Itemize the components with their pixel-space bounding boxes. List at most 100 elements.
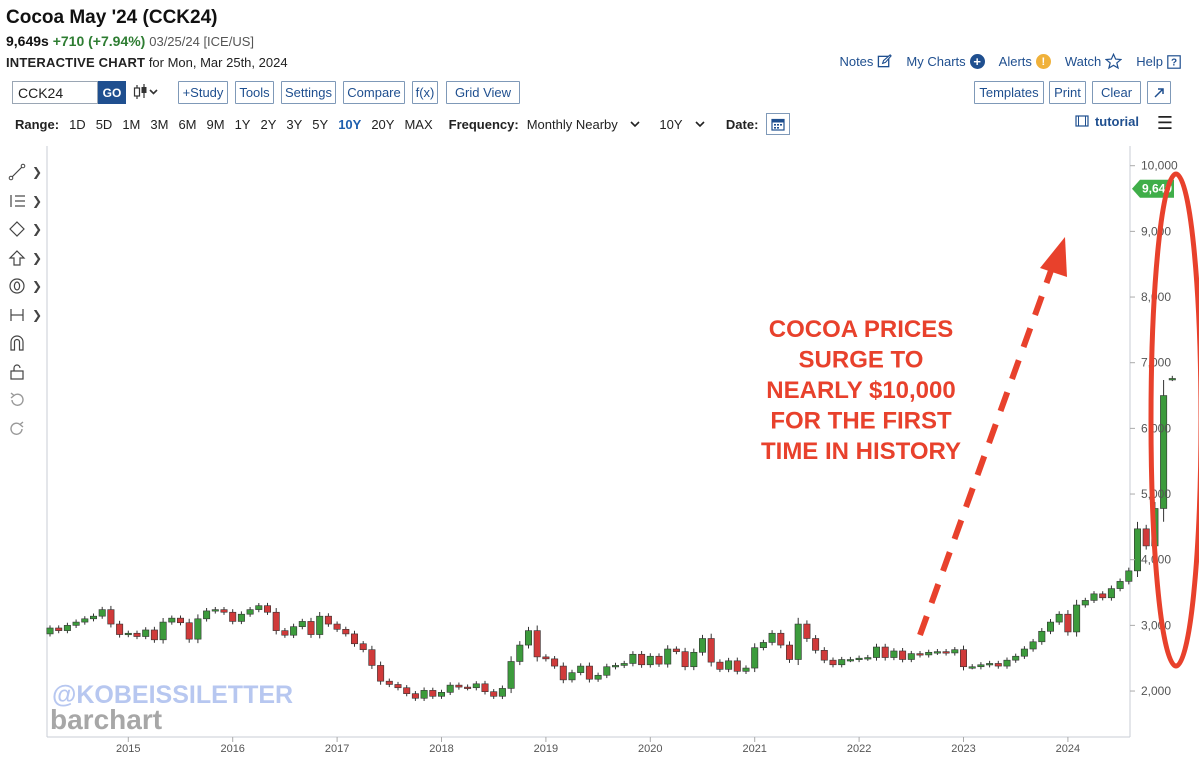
redo-tool[interactable] [8, 415, 44, 444]
candle [577, 663, 585, 676]
candle [664, 645, 672, 668]
range-option-10y[interactable]: 10Y [338, 116, 362, 132]
candle [385, 678, 393, 688]
tutorial-link[interactable]: tutorial [1075, 114, 1139, 129]
candle-body [551, 658, 559, 667]
plus-circle-icon: + [969, 54, 985, 69]
top-links: Notes My Charts + Alerts ! Watch Help ? [839, 53, 1181, 70]
range-option-1d[interactable]: 1D [69, 116, 86, 132]
watch-link[interactable]: Watch [1064, 53, 1123, 70]
candle [359, 641, 367, 653]
candle [1038, 628, 1046, 645]
candle-body [951, 649, 959, 654]
tools-button[interactable]: Tools [235, 81, 274, 104]
go-button[interactable]: GO [98, 81, 126, 104]
candle [559, 662, 567, 684]
grid-view-button[interactable]: Grid View [446, 81, 520, 104]
candle-body [403, 687, 411, 694]
templates-button[interactable]: Templates [974, 81, 1044, 104]
chart-type-dropdown[interactable] [132, 83, 160, 104]
annotation-text-line: TIME IN HISTORY [761, 438, 961, 465]
edit-icon [878, 54, 893, 68]
x-tick-label: 2019 [534, 743, 558, 755]
candle-body [585, 665, 593, 680]
candle [1055, 611, 1063, 625]
lock-tool[interactable] [8, 358, 44, 387]
settings-button[interactable]: Settings [281, 81, 336, 104]
range-option-5d[interactable]: 5D [95, 116, 113, 132]
annotation-text-line: COCOA PRICES [769, 316, 953, 343]
candle [211, 606, 219, 614]
range-option-20y[interactable]: 20Y [371, 116, 395, 132]
candle-body [629, 653, 637, 664]
candle-body [142, 629, 150, 637]
help-link[interactable]: Help ? [1136, 53, 1181, 70]
fibonacci-tool[interactable]: ❯ [8, 187, 44, 216]
watch-label: Watch [1064, 54, 1102, 69]
add-study-button[interactable]: +Study [178, 81, 228, 104]
candle [429, 687, 437, 699]
price-chart[interactable]: 2,0003,0004,0005,0006,0007,0008,0009,000… [0, 140, 1199, 773]
range-option-6m[interactable]: 6M [178, 116, 197, 132]
shape-icon [9, 221, 25, 238]
alerts-link[interactable]: Alerts ! [999, 53, 1051, 70]
measure-tool[interactable]: ❯ [8, 301, 44, 330]
candle-body [968, 666, 976, 669]
candle-body [1090, 593, 1098, 601]
compare-button[interactable]: Compare [343, 81, 405, 104]
date-picker-button[interactable] [766, 113, 791, 135]
range-option-max[interactable]: MAX [404, 116, 433, 132]
range-option-2y[interactable]: 2Y [260, 116, 277, 132]
function-button[interactable]: f(x) [412, 81, 438, 104]
period-dropdown[interactable]: 10Y [659, 117, 706, 132]
candle-body [1168, 378, 1176, 381]
candle-body [594, 674, 602, 680]
candle-body [899, 650, 907, 660]
candle-body [646, 655, 654, 666]
candle [812, 635, 820, 654]
symbol-input[interactable] [12, 81, 98, 104]
x-tick-label: 2021 [742, 743, 766, 755]
candle-body [777, 632, 785, 646]
price-tag-shape [1132, 179, 1174, 198]
y-tick-label: 6,000 [1141, 421, 1171, 435]
trendline-tool[interactable]: ❯ [8, 158, 44, 187]
shape-tool[interactable]: ❯ [8, 215, 44, 244]
candle-body [446, 684, 454, 693]
candle-body [664, 648, 672, 665]
candle-body [681, 651, 689, 668]
range-option-3y[interactable]: 3Y [286, 116, 303, 132]
menu-icon[interactable]: ☰ [1156, 113, 1173, 133]
range-option-3m[interactable]: 3M [150, 116, 169, 132]
range-option-9m[interactable]: 9M [206, 116, 225, 132]
candle [377, 661, 385, 685]
range-option-5y[interactable]: 5Y [312, 116, 329, 132]
marker-tool[interactable]: ❯ [8, 272, 44, 301]
help-label: Help [1136, 54, 1163, 69]
range-option-1y[interactable]: 1Y [234, 116, 251, 132]
candle [1134, 521, 1142, 578]
range-option-1m[interactable]: 1M [122, 116, 141, 132]
magnet-tool[interactable] [8, 329, 44, 358]
x-tick-label: 2023 [951, 743, 975, 755]
arrow-tool[interactable]: ❯ [8, 244, 44, 273]
candle-body [812, 638, 820, 651]
candle [324, 613, 332, 627]
clear-button[interactable]: Clear [1092, 81, 1141, 104]
expand-button[interactable] [1147, 81, 1171, 104]
price-change: +710 (+7.94%) [52, 33, 146, 49]
candle-body [577, 665, 585, 673]
my-charts-link[interactable]: My Charts + [906, 53, 985, 70]
chevron-down-icon [695, 120, 705, 127]
candle [794, 617, 802, 666]
undo-tool[interactable] [8, 386, 44, 415]
range-label: Range: [15, 116, 60, 132]
candle-body [81, 618, 89, 623]
print-button[interactable]: Print [1049, 81, 1086, 104]
candle [838, 656, 846, 668]
candle [263, 602, 271, 615]
notes-link[interactable]: Notes [839, 53, 893, 70]
candle [777, 629, 785, 649]
candle [655, 653, 663, 667]
frequency-dropdown[interactable]: Monthly Nearby [527, 117, 642, 132]
